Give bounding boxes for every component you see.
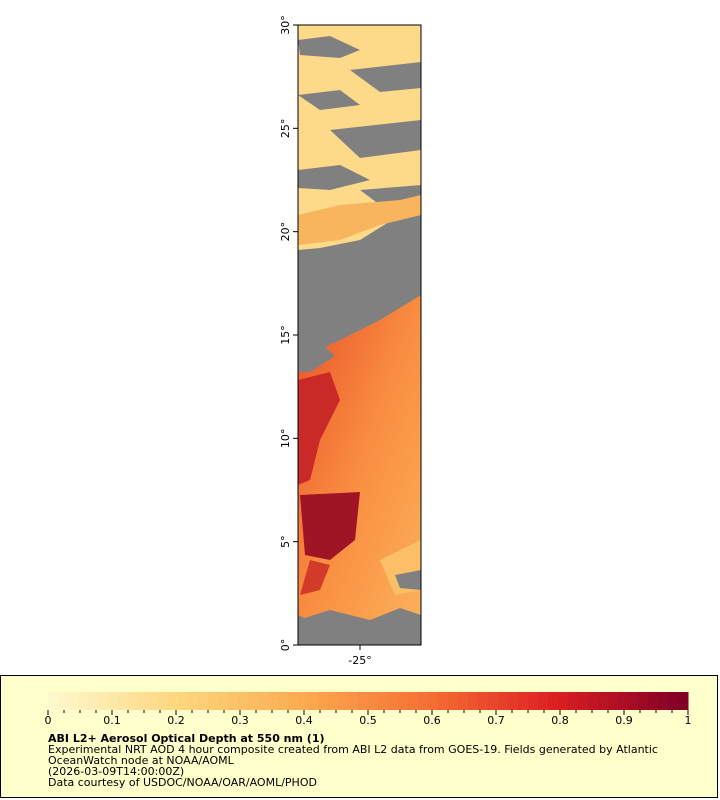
colorbar-swatch bbox=[528, 692, 539, 710]
colorbar-swatch bbox=[658, 692, 669, 710]
colorbar-swatch bbox=[88, 692, 99, 710]
lon-label: -25° bbox=[348, 654, 371, 667]
colorbar-swatch bbox=[638, 692, 649, 710]
colorbar-label: 1 bbox=[685, 714, 692, 727]
colorbar-swatch bbox=[198, 692, 209, 710]
lat-label: 25° bbox=[279, 119, 292, 139]
colorbar-swatch bbox=[608, 692, 619, 710]
colorbar-label: 0.9 bbox=[615, 714, 633, 727]
legend-line: Data courtesy of USDOC/NOAA/OAR/AOML/PHO… bbox=[48, 776, 317, 789]
colorbar-swatch bbox=[278, 692, 289, 710]
colorbar-label: 0.7 bbox=[487, 714, 505, 727]
colorbar-swatch bbox=[378, 692, 389, 710]
colorbar-swatch bbox=[388, 692, 399, 710]
legend-line: Experimental NRT AOD 4 hour composite cr… bbox=[48, 743, 658, 756]
colorbar-swatch bbox=[678, 692, 689, 710]
lat-label: 15° bbox=[279, 325, 292, 345]
colorbar-swatch bbox=[288, 692, 299, 710]
colorbar-label: 0.3 bbox=[231, 714, 249, 727]
colorbar-swatch bbox=[168, 692, 179, 710]
legend-line: OceanWatch node at NOAA/AOML bbox=[48, 754, 235, 767]
colorbar-swatch bbox=[138, 692, 149, 710]
colorbar-swatch bbox=[668, 692, 679, 710]
colorbar-label: 0 bbox=[45, 714, 52, 727]
lat-label: 20° bbox=[279, 222, 292, 242]
colorbar-swatch bbox=[598, 692, 609, 710]
colorbar-swatch bbox=[408, 692, 419, 710]
colorbar-swatch bbox=[218, 692, 229, 710]
colorbar-swatch bbox=[508, 692, 519, 710]
colorbar-swatch bbox=[428, 692, 439, 710]
colorbar-swatch bbox=[58, 692, 69, 710]
colorbar-label: 0.2 bbox=[167, 714, 185, 727]
colorbar-label: 0.5 bbox=[359, 714, 377, 727]
colorbar-swatch bbox=[298, 692, 309, 710]
lat-label: 5° bbox=[279, 535, 292, 548]
colorbar-swatch bbox=[548, 692, 559, 710]
colorbar-swatch bbox=[568, 692, 579, 710]
colorbar-swatch bbox=[48, 692, 59, 710]
colorbar-swatch bbox=[118, 692, 129, 710]
colorbar-label: 0.4 bbox=[295, 714, 313, 727]
colorbar-swatch bbox=[418, 692, 429, 710]
colorbar-swatch bbox=[268, 692, 279, 710]
colorbar-swatch bbox=[148, 692, 159, 710]
colorbar-swatch bbox=[208, 692, 219, 710]
colorbar-swatch bbox=[248, 692, 259, 710]
lat-label: 30° bbox=[279, 15, 292, 35]
colorbar-swatch bbox=[258, 692, 269, 710]
colorbar-swatch bbox=[498, 692, 509, 710]
colorbar-swatch bbox=[108, 692, 119, 710]
colorbar-swatch bbox=[618, 692, 629, 710]
colorbar-swatch bbox=[98, 692, 109, 710]
colorbar-swatch bbox=[628, 692, 639, 710]
colorbar-swatch bbox=[458, 692, 469, 710]
colorbar-swatch bbox=[188, 692, 199, 710]
colorbar-swatch bbox=[578, 692, 589, 710]
colorbar-swatch bbox=[538, 692, 549, 710]
colorbar-swatch bbox=[478, 692, 489, 710]
colorbar-swatch bbox=[158, 692, 169, 710]
colorbar-swatch bbox=[78, 692, 89, 710]
lat-label: 10° bbox=[279, 429, 292, 449]
map-raster bbox=[298, 25, 421, 645]
colorbar-swatch bbox=[648, 692, 659, 710]
colorbar-swatch bbox=[558, 692, 569, 710]
colorbar-swatch bbox=[338, 692, 349, 710]
colorbar-swatch bbox=[328, 692, 339, 710]
lat-label: 0° bbox=[279, 639, 292, 652]
colorbar-swatch bbox=[438, 692, 449, 710]
colorbar-swatch bbox=[68, 692, 79, 710]
colorbar-swatch bbox=[358, 692, 369, 710]
colorbar-swatch bbox=[318, 692, 329, 710]
colorbar-label: 0.6 bbox=[423, 714, 441, 727]
colorbar-label: 0.1 bbox=[103, 714, 121, 727]
legend-line: (2026-03-09T14:00:00Z) bbox=[48, 765, 184, 778]
colorbar-swatch bbox=[348, 692, 359, 710]
colorbar-swatch bbox=[518, 692, 529, 710]
colorbar-swatch bbox=[178, 692, 189, 710]
colorbar-swatch bbox=[368, 692, 379, 710]
legend-title: ABI L2+ Aerosol Optical Depth at 550 nm … bbox=[48, 732, 325, 745]
colorbar-swatch bbox=[238, 692, 249, 710]
colorbar-swatch bbox=[448, 692, 459, 710]
colorbar-swatch bbox=[588, 692, 599, 710]
colorbar-swatch bbox=[228, 692, 239, 710]
colorbar-swatch bbox=[398, 692, 409, 710]
colorbar-label: 0.8 bbox=[551, 714, 569, 727]
colorbar-swatch bbox=[308, 692, 319, 710]
colorbar-swatch bbox=[128, 692, 139, 710]
colorbar-swatch bbox=[468, 692, 479, 710]
colorbar-swatch bbox=[488, 692, 499, 710]
